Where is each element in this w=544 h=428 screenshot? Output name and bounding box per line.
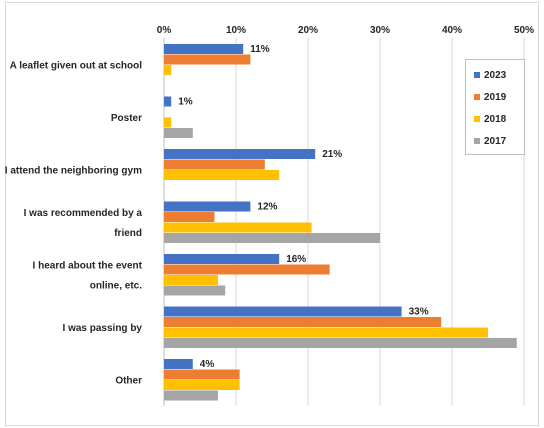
legend-item: 2018	[466, 108, 524, 130]
data-labels: 11% 1% 21% 12% 16% 33% 4%	[178, 44, 429, 370]
legend-swatch	[474, 94, 480, 100]
legend-item: 2019	[466, 86, 524, 108]
bar	[164, 44, 244, 54]
bar	[164, 159, 265, 170]
x-tick-label: 50%	[514, 25, 534, 36]
data-label: 4%	[200, 359, 215, 370]
bar	[164, 285, 226, 296]
bar	[164, 222, 312, 233]
legend-label: 2019	[484, 91, 507, 103]
data-label: 16%	[286, 254, 306, 265]
category-label: online, etc.	[90, 281, 142, 292]
bar	[164, 233, 380, 243]
x-tick-label: 20%	[298, 25, 318, 36]
legend-swatch	[474, 138, 480, 144]
category-label: Poster	[111, 113, 142, 124]
bar	[164, 212, 215, 222]
category-label: I heard about the event	[33, 261, 143, 272]
data-label: 1%	[178, 97, 193, 108]
bar	[164, 254, 280, 264]
bars	[164, 44, 517, 401]
legend-label: 2017	[484, 135, 507, 147]
bar	[164, 380, 240, 390]
bar	[164, 338, 517, 348]
bar	[164, 369, 240, 380]
legend-label: 2023	[484, 69, 507, 81]
x-tick-label: 40%	[442, 25, 462, 36]
x-tick-label: 0%	[157, 25, 172, 36]
bar	[164, 117, 172, 128]
data-label: 33%	[409, 307, 429, 318]
legend: 2023 2019 2018 2017	[465, 59, 525, 155]
bar	[164, 264, 330, 275]
category-label: A leaflet given out at school	[10, 61, 143, 72]
bar	[164, 96, 172, 107]
legend-swatch	[474, 116, 480, 122]
bar	[164, 327, 488, 338]
legend-item: 2023	[466, 64, 524, 86]
x-axis-ticks: 0% 10% 20% 30% 40% 50%	[157, 25, 534, 36]
category-label: I was recommended by a	[24, 208, 143, 219]
x-tick-label: 10%	[226, 25, 246, 36]
legend-item: 2017	[466, 130, 524, 152]
bar	[164, 128, 193, 138]
category-label: I was passing by	[63, 323, 143, 334]
bar	[164, 65, 172, 75]
bar	[164, 149, 316, 159]
legend-swatch	[474, 72, 480, 78]
data-label: 11%	[250, 44, 270, 55]
bar	[164, 390, 218, 401]
bar	[164, 275, 218, 285]
category-labels: A leaflet given out at school Poster I att…	[5, 61, 143, 387]
category-label: friend	[114, 228, 142, 239]
legend-label: 2018	[484, 113, 507, 125]
data-label: 12%	[257, 202, 277, 213]
bar	[164, 359, 193, 369]
bar	[164, 201, 251, 212]
category-label: I attend the neighboring gym	[5, 166, 142, 177]
x-tick-label: 30%	[370, 25, 390, 36]
chart-frame	[5, 2, 539, 426]
bar	[164, 306, 402, 317]
bar	[164, 317, 442, 327]
bar	[164, 54, 251, 65]
bar	[164, 170, 280, 180]
data-label: 21%	[322, 149, 342, 160]
category-label: Other	[115, 376, 142, 387]
